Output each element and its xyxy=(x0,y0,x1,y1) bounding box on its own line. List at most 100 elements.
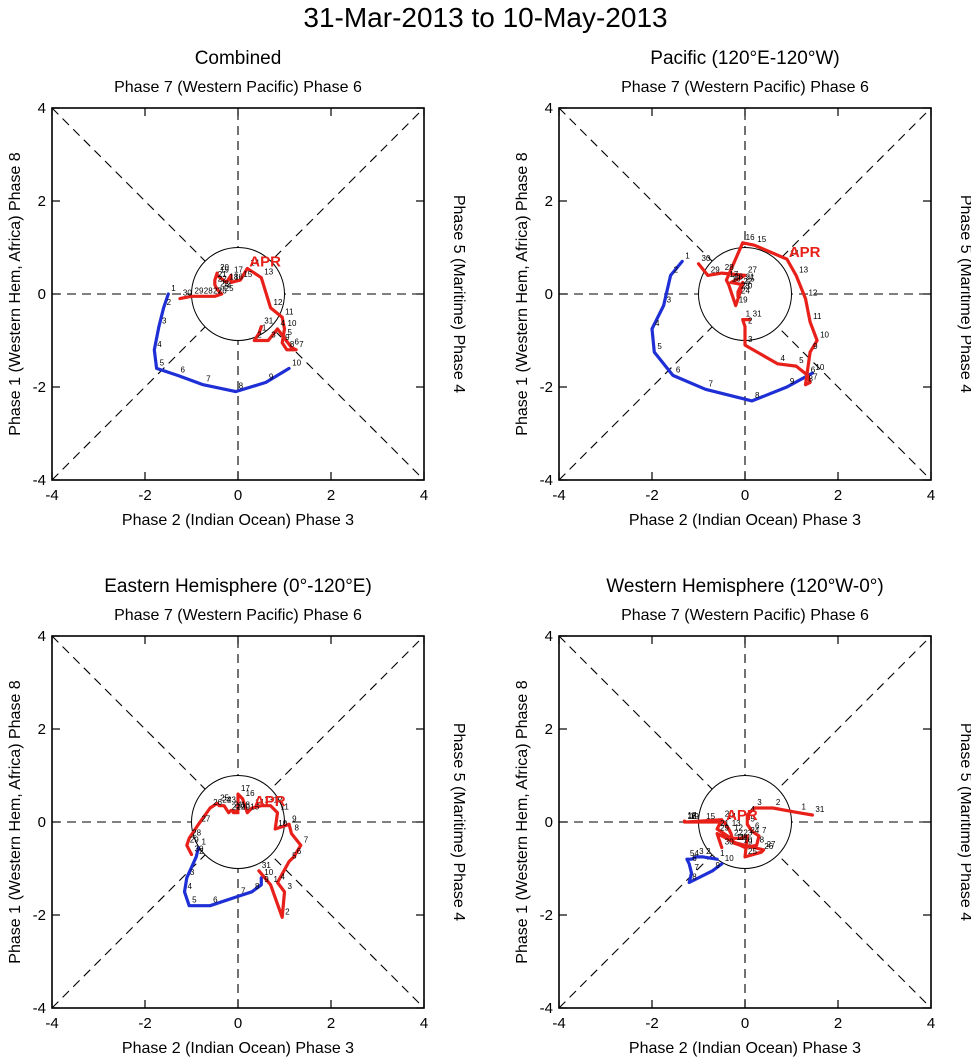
y-tick-label: 2 xyxy=(38,193,46,210)
x-tick-label: 0 xyxy=(741,1015,749,1032)
day-label: 1 xyxy=(720,849,725,858)
day-label: 5 xyxy=(750,814,755,823)
day-label: 18 xyxy=(229,272,238,281)
x-tick-label: 4 xyxy=(927,1015,935,1032)
day-label: 28 xyxy=(739,833,748,842)
day-label: 1 xyxy=(171,284,176,293)
day-label: 7 xyxy=(708,379,713,388)
trajectory-line-march xyxy=(650,259,815,403)
day-label: 12 xyxy=(734,824,743,833)
trajectory-line-april xyxy=(682,806,815,859)
day-label: 31 xyxy=(262,861,271,870)
day-label: 6 xyxy=(755,821,760,830)
phase-label-right: Phase 5 (Maritime) Phase 4 xyxy=(957,723,971,921)
day-label: 6 xyxy=(297,847,302,856)
x-tick-label: 2 xyxy=(834,1015,842,1032)
day-label: 16 xyxy=(246,789,255,798)
day-label: 20 xyxy=(743,282,752,291)
day-label: 9 xyxy=(264,875,269,884)
phase-label-left: Phase 1 (Western Hem, Africa) Phase 8 xyxy=(514,152,531,435)
y-tick-label: 4 xyxy=(38,628,46,645)
day-label: 15 xyxy=(250,803,259,812)
x-tick-label: 2 xyxy=(834,487,842,504)
day-label: 22 xyxy=(232,803,241,812)
phase-label-top: Phase 7 (Western Pacific) Phase 6 xyxy=(114,79,362,96)
day-label: 12 xyxy=(274,298,283,307)
day-label: 18 xyxy=(241,800,250,809)
day-label: 18 xyxy=(688,812,697,821)
day-label: 7 xyxy=(762,826,767,835)
day-label: 19 xyxy=(690,812,699,821)
day-label: 31 xyxy=(753,310,762,319)
day-label: 24 xyxy=(222,796,231,805)
day-label: 3 xyxy=(190,868,195,877)
day-label: 10 xyxy=(288,319,297,328)
y-tick-label: 4 xyxy=(38,100,46,117)
x-tick-label: 4 xyxy=(420,487,428,504)
day-label: 3 xyxy=(667,296,672,305)
phase-label-left: Phase 1 (Western Hem, Africa) Phase 8 xyxy=(514,680,531,963)
day-label: 9 xyxy=(292,814,297,823)
day-label: 26 xyxy=(764,842,773,851)
day-label: 8 xyxy=(290,340,295,349)
y-tick-label: -2 xyxy=(33,907,46,924)
y-tick-label: 2 xyxy=(545,193,553,210)
day-label: 9 xyxy=(813,342,818,351)
day-label: 6 xyxy=(294,337,299,346)
y-tick-label: -4 xyxy=(540,472,553,489)
phase-label-left: Phase 1 (Western Hem, Africa) Phase 8 xyxy=(7,680,24,963)
day-label: 6 xyxy=(692,854,697,863)
day-label: 14 xyxy=(250,258,259,267)
y-tick-label: -4 xyxy=(33,472,46,489)
day-label: 2 xyxy=(706,847,711,856)
day-label: 9 xyxy=(790,377,795,386)
day-label: 3 xyxy=(757,798,762,807)
day-label: 25 xyxy=(748,847,757,856)
x-tick-label: 0 xyxy=(234,487,242,504)
day-label: 31 xyxy=(264,317,273,326)
day-label: 16 xyxy=(234,272,243,281)
day-label: 4 xyxy=(188,882,193,891)
day-label: 6 xyxy=(676,365,681,374)
day-label: 29 xyxy=(195,286,204,295)
day-label: 2 xyxy=(748,317,753,326)
x-tick-label: 2 xyxy=(327,1015,335,1032)
trajectory-line-april xyxy=(185,792,303,919)
day-label: 5 xyxy=(799,356,804,365)
day-label: 4 xyxy=(750,805,755,814)
x-tick-label: -4 xyxy=(552,487,565,504)
day-label: 3 xyxy=(748,335,753,344)
day-label: 5 xyxy=(160,358,165,367)
month-label: APR xyxy=(249,253,281,270)
day-label: 7 xyxy=(304,835,309,844)
day-label: 21 xyxy=(746,272,755,281)
trajectory-line-march xyxy=(685,855,724,885)
day-label: 5 xyxy=(288,328,293,337)
day-label: 2 xyxy=(199,847,204,856)
phase-label-right: Phase 5 (Maritime) Phase 4 xyxy=(450,195,467,393)
phase-label-bottom: Phase 2 (Indian Ocean) Phase 3 xyxy=(629,1040,861,1057)
day-label: 13 xyxy=(264,796,273,805)
phase-label-top: Phase 7 (Western Pacific) Phase 6 xyxy=(114,607,362,624)
day-label: 9 xyxy=(285,333,290,342)
phase-label-left: Phase 1 (Western Hem, Africa) Phase 8 xyxy=(7,152,24,435)
day-label: 2 xyxy=(674,265,679,274)
phase-label-right: Phase 5 (Maritime) Phase 4 xyxy=(450,723,467,921)
x-tick-label: -4 xyxy=(552,1015,565,1032)
day-label: 14 xyxy=(255,798,264,807)
x-tick-label: 0 xyxy=(234,1015,242,1032)
day-label: 3 xyxy=(699,847,704,856)
day-label: 26 xyxy=(213,798,222,807)
day-label: 1 xyxy=(201,838,206,847)
day-label: 7 xyxy=(206,375,211,384)
y-tick-label: 0 xyxy=(545,286,553,303)
day-label: 31 xyxy=(815,805,824,814)
day-label: 15 xyxy=(757,235,766,244)
day-label: 8 xyxy=(239,382,244,391)
day-label: 12 xyxy=(808,289,817,298)
day-label: 5 xyxy=(292,852,297,861)
y-tick-label: 0 xyxy=(38,286,46,303)
day-label: 2 xyxy=(257,331,262,340)
y-tick-label: 2 xyxy=(545,721,553,738)
